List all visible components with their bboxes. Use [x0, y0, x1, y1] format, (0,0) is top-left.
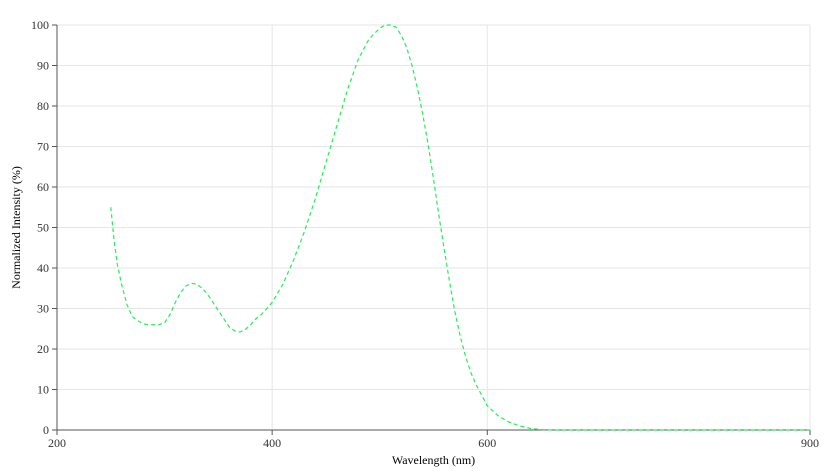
y-tick-label: 100: [31, 18, 49, 32]
y-tick-label: 90: [37, 59, 49, 73]
tick-labels: 0 10 20 30 40 50 60 70 80 90 100 200 400 600 900: [31, 18, 819, 450]
y-tick-label: 30: [37, 302, 49, 316]
y-tick-label: 10: [37, 383, 49, 397]
series-line-0: [110, 24, 810, 431]
x-axis-title: Wavelength (nm): [392, 453, 475, 467]
y-tick-label: 40: [37, 261, 49, 275]
x-tick-label: 200: [48, 436, 66, 450]
axes: [52, 24, 811, 435]
y-tick-label: 50: [37, 221, 49, 235]
y-tick-label: 20: [37, 342, 49, 356]
y-tick-label: 70: [37, 140, 49, 154]
y-tick-label: 80: [37, 99, 49, 113]
y-axis-title: Normalized Intensity (%): [9, 166, 23, 289]
grid-lines: [57, 24, 811, 430]
x-tick-label: 400: [263, 436, 281, 450]
y-tick-label: 60: [37, 180, 49, 194]
x-tick-label: 900: [801, 436, 819, 450]
x-tick-label: 600: [478, 436, 496, 450]
series-group: [110, 24, 810, 431]
y-tick-label: 0: [43, 423, 49, 437]
